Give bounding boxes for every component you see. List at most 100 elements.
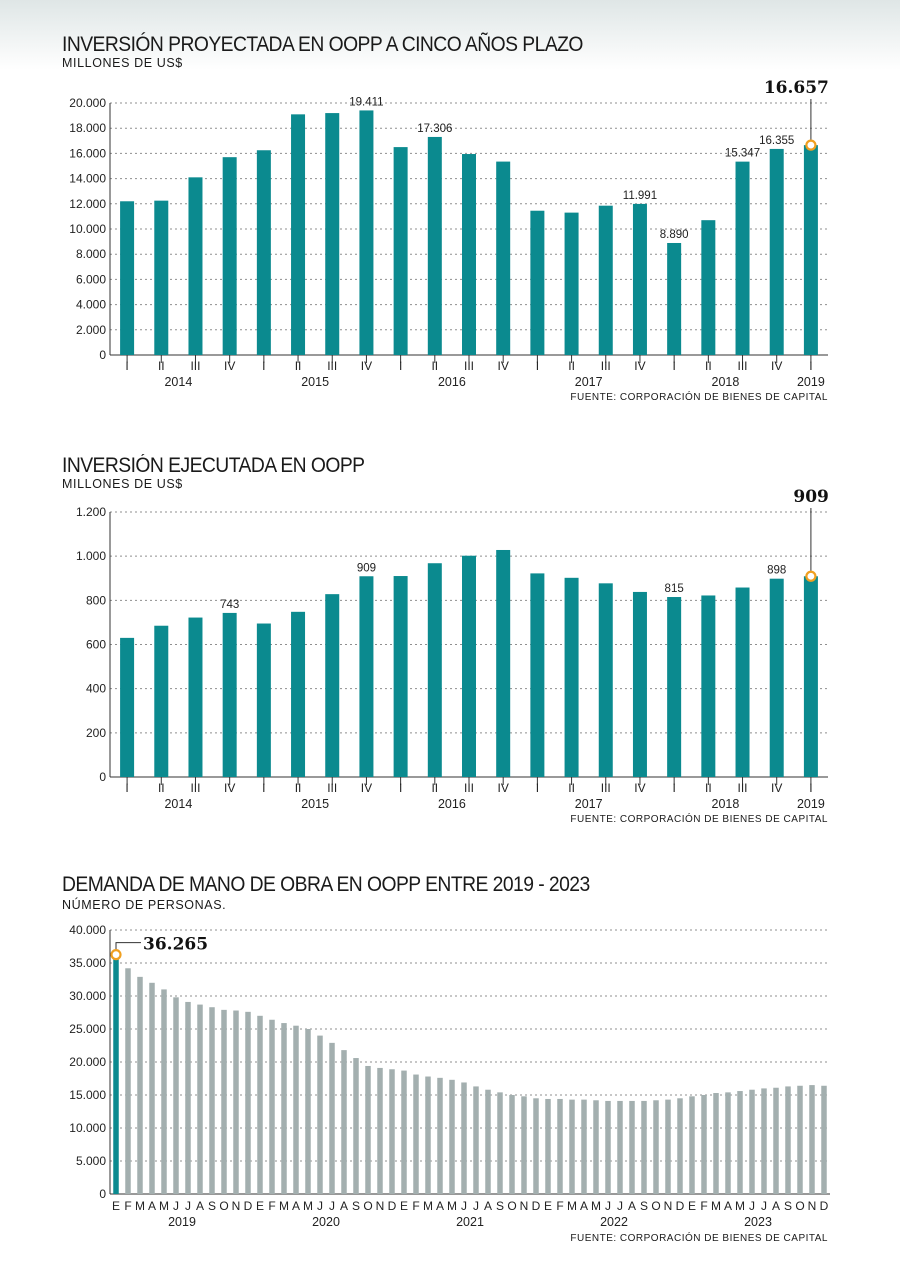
x-tick-label: A: [772, 1199, 780, 1213]
x-tick-label: IV: [634, 781, 645, 795]
x-tick-label: IV: [498, 781, 509, 795]
x-tick-label: J: [749, 1199, 755, 1213]
bar: [530, 210, 545, 355]
x-tick-label: E: [112, 1199, 120, 1213]
x-tick-label: III: [738, 781, 748, 795]
bar: [473, 1086, 479, 1194]
data-label: 15.347: [725, 148, 760, 160]
bar: [809, 1085, 815, 1194]
bar: [245, 1011, 251, 1194]
highlight-marker: [110, 949, 122, 961]
x-tick-label: J: [617, 1199, 623, 1213]
bar: [530, 573, 545, 777]
bar: [269, 1019, 275, 1194]
data-label: 8.890: [660, 229, 689, 241]
x-tick-label: II: [158, 359, 165, 373]
bar: [785, 1086, 791, 1194]
x-tick-label: A: [292, 1199, 300, 1213]
y-tick-label: 40.000: [69, 923, 106, 937]
year-label: 2015: [301, 375, 329, 389]
x-tick-label: II: [158, 781, 165, 795]
y-tick-label: 200: [86, 726, 106, 740]
bar: [701, 220, 716, 355]
bar: [773, 1087, 779, 1194]
y-tick-label: 10.000: [69, 222, 106, 236]
x-tick-label: J: [329, 1199, 335, 1213]
bar: [496, 161, 511, 355]
y-tick-label: 2.000: [76, 323, 106, 337]
x-tick-label: IV: [771, 359, 782, 373]
bar: [222, 612, 237, 777]
x-tick-label: M: [735, 1199, 745, 1213]
x-tick-label: J: [185, 1199, 191, 1213]
x-tick-label: I: [399, 781, 402, 795]
bar: [257, 1015, 263, 1194]
bar: [401, 1070, 407, 1194]
bar: [137, 976, 143, 1194]
x-tick-label: A: [196, 1199, 204, 1213]
bar: [449, 1079, 455, 1194]
bar: [437, 1077, 443, 1194]
year-label: 2014: [164, 797, 192, 811]
bar: [359, 576, 374, 777]
x-tick-label: I: [125, 359, 128, 373]
data-label: 743: [220, 599, 239, 611]
bar: [197, 1004, 203, 1194]
x-tick-label: N: [664, 1199, 673, 1213]
bar: [329, 1042, 335, 1194]
x-tick-label: IV: [771, 781, 782, 795]
data-label: 815: [665, 583, 684, 595]
bar: [769, 578, 784, 777]
highlight-label: 16.657: [764, 78, 829, 98]
y-tick-label: 15.000: [69, 1088, 106, 1102]
x-tick-label: O: [795, 1199, 804, 1213]
bar: [221, 1009, 227, 1194]
x-tick-label: N: [232, 1199, 241, 1213]
x-tick-label: O: [219, 1199, 228, 1213]
bar: [341, 1050, 347, 1194]
bar: [677, 1098, 683, 1194]
bar: [496, 549, 511, 777]
bar: [359, 110, 374, 355]
x-tick-label: II: [705, 781, 712, 795]
bar: [125, 968, 131, 1194]
bar: [593, 1100, 599, 1194]
bar: [581, 1099, 587, 1194]
bar: [256, 150, 271, 355]
data-label: 898: [767, 565, 786, 577]
bar: [393, 576, 408, 777]
bar: [425, 1076, 431, 1194]
x-tick-label: A: [628, 1199, 636, 1213]
x-tick-label: M: [159, 1199, 169, 1213]
x-tick-label: J: [605, 1199, 611, 1213]
bar: [120, 201, 135, 355]
x-tick-label: I: [536, 781, 539, 795]
x-tick-label: I: [672, 781, 675, 795]
chart-1-title: INVERSIÓN PROYECTADA EN OOPP A CINCO AÑO…: [62, 33, 583, 56]
bar: [641, 1100, 647, 1194]
x-tick-label: IV: [224, 781, 235, 795]
y-tick-label: 12.000: [69, 197, 106, 211]
bar: [377, 1067, 383, 1194]
bar: [533, 1098, 539, 1194]
y-tick-label: 0: [99, 770, 106, 784]
year-label: 2017: [575, 797, 603, 811]
y-tick-label: 18.000: [69, 121, 106, 135]
bar: [617, 1100, 623, 1194]
bar: [701, 595, 716, 777]
bar: [735, 161, 750, 355]
bar: [185, 1001, 191, 1194]
bar: [632, 203, 647, 355]
chart-2-title: INVERSIÓN EJECUTADA EN OOPP: [62, 454, 365, 477]
x-tick-label: O: [651, 1199, 660, 1213]
bar: [725, 1092, 731, 1194]
bar: [461, 1082, 467, 1194]
x-tick-label: E: [256, 1199, 264, 1213]
bar: [293, 1025, 299, 1194]
bar: [701, 1095, 707, 1194]
bar: [569, 1099, 575, 1194]
bar: [173, 997, 179, 1194]
x-tick-label: II: [431, 781, 438, 795]
y-tick-label: 25.000: [69, 1022, 106, 1036]
bar: [803, 145, 818, 355]
